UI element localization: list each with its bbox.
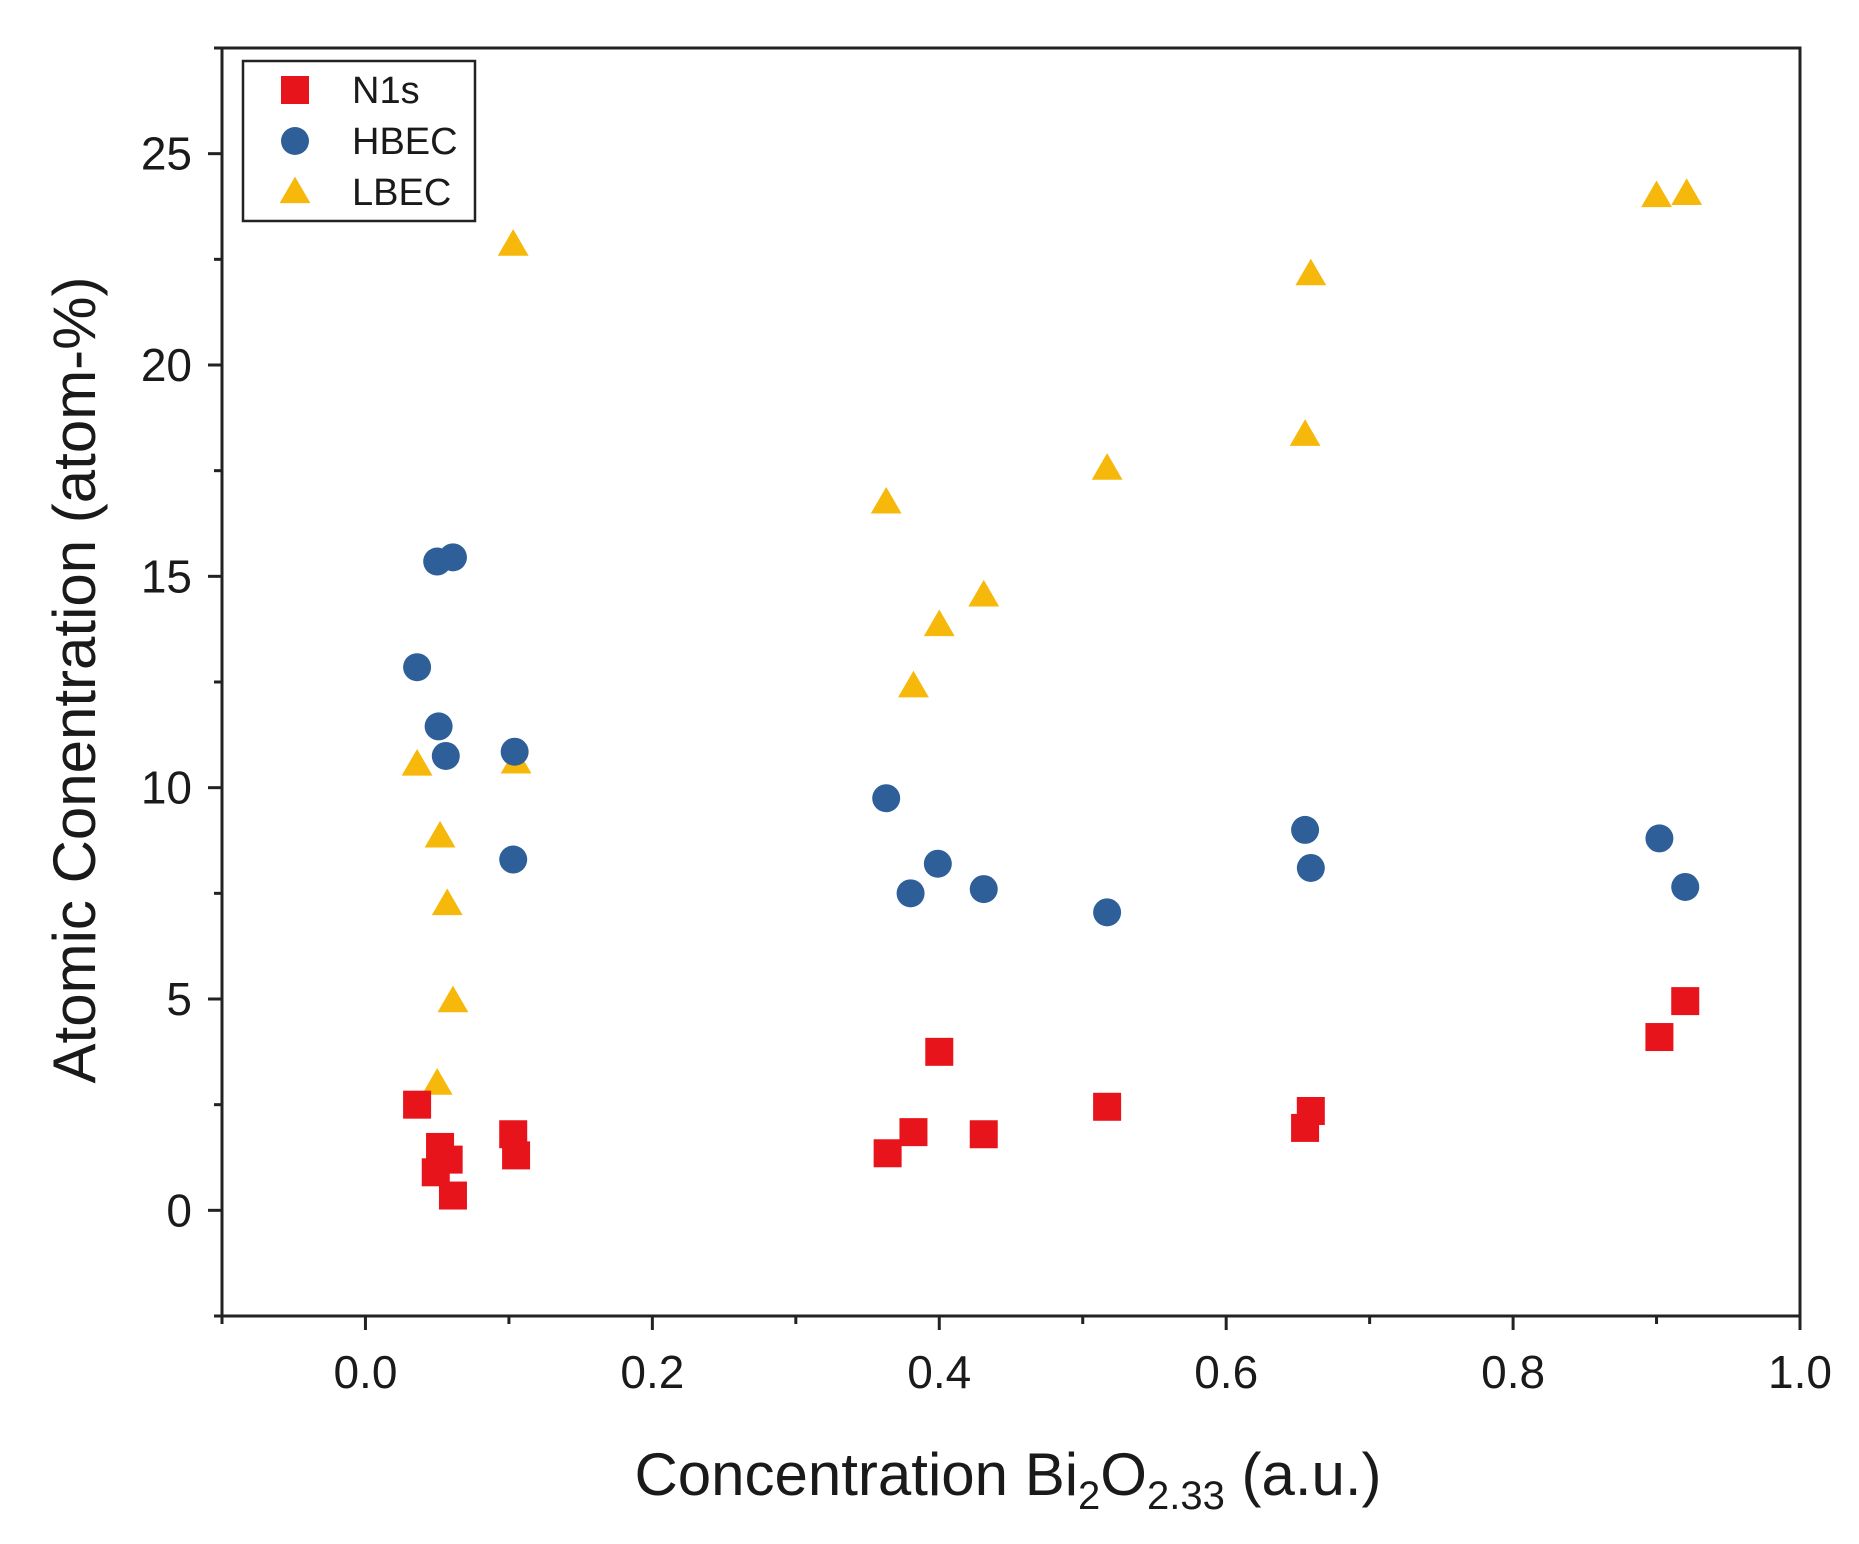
- point-lbec: [1295, 258, 1327, 286]
- series-lbec: [401, 178, 1703, 1095]
- point-lbec: [1641, 180, 1672, 208]
- y-tick-label: 10: [141, 762, 192, 814]
- point-hbec: [1291, 815, 1320, 844]
- point-lbec: [1289, 419, 1321, 446]
- x-tick-label: 0.8: [1481, 1346, 1545, 1398]
- series-n1s: [403, 987, 1700, 1210]
- point-hbec: [1093, 898, 1122, 927]
- point-n1s: [873, 1139, 902, 1168]
- x-tick-label: 1.0: [1768, 1346, 1832, 1398]
- point-lbec: [431, 888, 463, 916]
- legend-item-hbec: HBEC: [281, 121, 458, 163]
- point-lbec: [497, 229, 529, 256]
- legend-label: N1s: [352, 70, 420, 112]
- point-lbec: [437, 985, 469, 1013]
- point-hbec: [500, 737, 529, 766]
- point-hbec: [499, 845, 528, 874]
- series-hbec: [403, 543, 1700, 927]
- point-n1s: [925, 1037, 954, 1066]
- point-lbec: [421, 1068, 453, 1095]
- legend: N1s HBEC LBEC: [241, 59, 477, 223]
- point-lbec: [870, 486, 902, 514]
- point-hbec: [872, 784, 901, 813]
- point-lbec: [923, 609, 955, 637]
- data-points: [401, 178, 1703, 1210]
- x-tick-label: 0.6: [1194, 1346, 1258, 1398]
- point-n1s: [1296, 1097, 1325, 1126]
- legend-marker-lbec: [279, 176, 311, 204]
- plot-frame: [220, 46, 1802, 1318]
- y-axis-title: Atomic Conentration (atom-%): [41, 277, 108, 1084]
- legend-item-lbec: LBEC: [279, 172, 451, 214]
- legend-label: LBEC: [352, 172, 451, 214]
- point-hbec: [1296, 853, 1325, 882]
- y-axis-ticks: 0 5 10 15 20 25: [141, 46, 222, 1318]
- point-n1s: [502, 1141, 531, 1170]
- point-hbec: [438, 543, 467, 572]
- point-n1s: [969, 1120, 998, 1149]
- y-tick-label: 20: [141, 339, 192, 391]
- point-lbec: [401, 748, 433, 776]
- y-tick-label: 5: [166, 973, 192, 1025]
- x-tick-label: 0.4: [907, 1346, 971, 1398]
- legend-item-n1s: N1s: [281, 70, 420, 112]
- point-hbec: [403, 653, 432, 682]
- point-lbec: [424, 820, 456, 848]
- x-tick-label: 0.2: [620, 1346, 684, 1398]
- y-tick-label: 0: [166, 1184, 192, 1236]
- point-lbec: [898, 670, 929, 698]
- point-hbec: [923, 849, 952, 878]
- point-n1s: [403, 1090, 432, 1119]
- x-axis-title: Concentration Bi2O2.33 (a.u.): [634, 1441, 1381, 1518]
- point-lbec: [968, 579, 1000, 607]
- legend-marker-hbec: [281, 127, 309, 155]
- x-axis-ticks: 0.0 0.2 0.4 0.6 0.8 1.0: [220, 1316, 1832, 1398]
- point-lbec: [1091, 453, 1123, 480]
- point-hbec: [424, 712, 453, 741]
- point-lbec: [1671, 178, 1703, 205]
- point-hbec: [1671, 872, 1700, 901]
- point-n1s: [1671, 987, 1700, 1016]
- point-hbec: [969, 875, 998, 904]
- y-tick-label: 15: [141, 550, 192, 602]
- point-hbec: [1645, 824, 1674, 853]
- point-n1s: [899, 1118, 928, 1147]
- point-n1s: [438, 1181, 467, 1210]
- legend-marker-n1s: [281, 76, 309, 104]
- point-n1s: [1645, 1023, 1674, 1052]
- point-hbec: [896, 879, 925, 908]
- point-n1s: [1093, 1092, 1122, 1121]
- point-n1s: [434, 1145, 463, 1174]
- plot-area-border: [220, 46, 1802, 1318]
- legend-label: HBEC: [352, 121, 458, 163]
- y-tick-label: 25: [141, 128, 192, 180]
- x-tick-label: 0.0: [333, 1346, 397, 1398]
- point-hbec: [431, 741, 460, 770]
